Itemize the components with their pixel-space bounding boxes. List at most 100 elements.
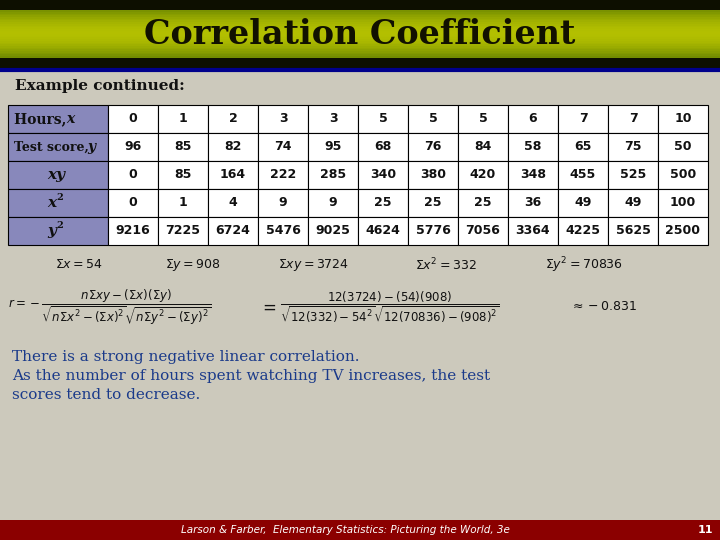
Bar	[8, 161, 108, 189]
Bar	[558, 217, 608, 245]
Text: 500: 500	[670, 168, 696, 181]
Bar	[258, 161, 308, 189]
Bar	[0, 51, 720, 53]
Bar	[0, 11, 720, 14]
Bar	[358, 217, 408, 245]
Bar	[108, 217, 158, 245]
Text: 25: 25	[474, 197, 492, 210]
Bar	[0, 1, 720, 3]
Bar	[458, 189, 508, 217]
Text: Test score,: Test score,	[14, 140, 94, 153]
Bar	[608, 189, 658, 217]
Text: $\dfrac{12(3724) - (54)(908)}{\sqrt{12(332) - 54^2}\sqrt{12(70836) - (908)^2}}$: $\dfrac{12(3724) - (54)(908)}{\sqrt{12(3…	[280, 289, 500, 325]
Bar	[458, 133, 508, 161]
Text: There is a strong negative linear correlation.: There is a strong negative linear correl…	[12, 350, 359, 364]
Text: 25: 25	[374, 197, 392, 210]
Bar	[358, 189, 408, 217]
Text: 5776: 5776	[415, 225, 451, 238]
Text: 1: 1	[179, 112, 187, 125]
Bar	[0, 30, 720, 32]
Text: 25: 25	[424, 197, 442, 210]
Text: $\Sigma y = 908$: $\Sigma y = 908$	[165, 257, 220, 273]
Bar	[0, 63, 720, 65]
Bar	[408, 189, 458, 217]
Text: 3: 3	[279, 112, 287, 125]
Bar	[0, 520, 720, 540]
Text: 10: 10	[674, 112, 692, 125]
Bar	[408, 133, 458, 161]
Text: $\Sigma x = 54$: $\Sigma x = 54$	[55, 259, 103, 272]
Text: 49: 49	[575, 197, 592, 210]
Text: y: y	[87, 140, 95, 154]
Bar	[358, 161, 408, 189]
Text: 0: 0	[129, 197, 138, 210]
Bar	[208, 161, 258, 189]
Bar	[208, 133, 258, 161]
Text: 5: 5	[428, 112, 437, 125]
Bar	[258, 217, 308, 245]
Text: Hours,: Hours,	[14, 112, 71, 126]
Bar	[108, 161, 158, 189]
Bar	[108, 133, 158, 161]
Bar	[508, 217, 558, 245]
Text: 49: 49	[624, 197, 642, 210]
Bar	[508, 105, 558, 133]
Bar	[0, 33, 720, 36]
Bar	[158, 217, 208, 245]
Bar	[0, 52, 720, 55]
Text: 96: 96	[125, 140, 142, 153]
Bar	[208, 105, 258, 133]
Bar	[0, 49, 720, 51]
Bar	[458, 161, 508, 189]
Text: 9216: 9216	[116, 225, 150, 238]
Bar	[658, 217, 708, 245]
Text: 2: 2	[57, 220, 63, 230]
Text: 65: 65	[575, 140, 592, 153]
Bar	[0, 56, 720, 58]
Text: 525: 525	[620, 168, 646, 181]
Text: 4624: 4624	[366, 225, 400, 238]
Text: $=$: $=$	[259, 298, 276, 316]
Text: x: x	[66, 112, 74, 126]
Bar	[158, 133, 208, 161]
Bar	[458, 105, 508, 133]
Bar	[0, 38, 720, 41]
Text: 11: 11	[697, 525, 713, 535]
Text: $r = -\dfrac{n\Sigma xy - (\Sigma x)(\Sigma y)}{\sqrt{n\Sigma x^2 - (\Sigma x)^2: $r = -\dfrac{n\Sigma xy - (\Sigma x)(\Si…	[8, 287, 211, 327]
Text: 348: 348	[520, 168, 546, 181]
Text: 100: 100	[670, 197, 696, 210]
Bar	[258, 105, 308, 133]
Bar	[0, 64, 720, 66]
Text: 4: 4	[229, 197, 238, 210]
Text: 84: 84	[474, 140, 492, 153]
Bar	[608, 105, 658, 133]
Text: 58: 58	[524, 140, 541, 153]
Bar	[0, 22, 720, 24]
Text: 9: 9	[329, 197, 337, 210]
Text: 75: 75	[624, 140, 642, 153]
Text: 9025: 9025	[315, 225, 351, 238]
Text: Example continued:: Example continued:	[15, 79, 185, 93]
Bar	[8, 189, 108, 217]
Bar	[0, 35, 720, 37]
Bar	[358, 105, 408, 133]
Bar	[558, 105, 608, 133]
Text: 82: 82	[225, 140, 242, 153]
Text: 222: 222	[270, 168, 296, 181]
Bar	[0, 15, 720, 17]
Bar	[558, 189, 608, 217]
Text: 36: 36	[524, 197, 541, 210]
Text: 5: 5	[379, 112, 387, 125]
Bar	[0, 13, 720, 15]
Bar	[608, 161, 658, 189]
Text: y: y	[48, 224, 56, 238]
Bar	[408, 161, 458, 189]
Text: 95: 95	[324, 140, 342, 153]
Text: 6724: 6724	[215, 225, 251, 238]
Text: Correlation Coefficient: Correlation Coefficient	[144, 17, 576, 51]
Text: 164: 164	[220, 168, 246, 181]
Text: 380: 380	[420, 168, 446, 181]
Bar	[0, 66, 720, 68]
Bar	[108, 189, 158, 217]
Bar	[8, 217, 108, 245]
